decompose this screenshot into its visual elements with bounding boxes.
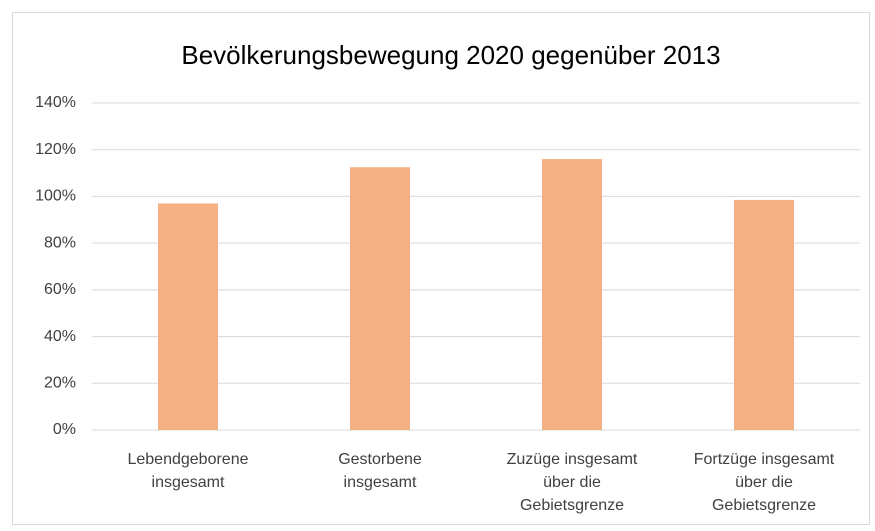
- bar: [542, 159, 602, 431]
- x-tick-label: Fortzüge insgesamt über die Gebietsgrenz…: [693, 451, 835, 514]
- y-tick-label: 0%: [53, 421, 76, 438]
- y-tick-label: 20%: [44, 375, 76, 392]
- y-tick-label: 100%: [35, 188, 76, 205]
- chart-title: Bevölkerungsbewegung 2020 gegenüber 2013: [181, 40, 720, 70]
- y-tick-label: 60%: [44, 281, 76, 298]
- chart-border: [12, 12, 870, 525]
- y-tick-label: 80%: [44, 234, 76, 251]
- x-tick-label: Lebendgeborene insgesamt: [127, 451, 249, 491]
- y-tick-label: 40%: [44, 328, 76, 345]
- x-tick-label: Gestorbene insgesamt: [338, 451, 422, 491]
- y-tick-label: 140%: [35, 94, 76, 111]
- x-tick-label: Zuzüge insgesamt über die Gebietsgrenze: [506, 451, 638, 514]
- y-tick-label: 120%: [35, 141, 76, 158]
- bar: [734, 199, 794, 430]
- bar: [350, 167, 410, 430]
- bar: [158, 203, 218, 430]
